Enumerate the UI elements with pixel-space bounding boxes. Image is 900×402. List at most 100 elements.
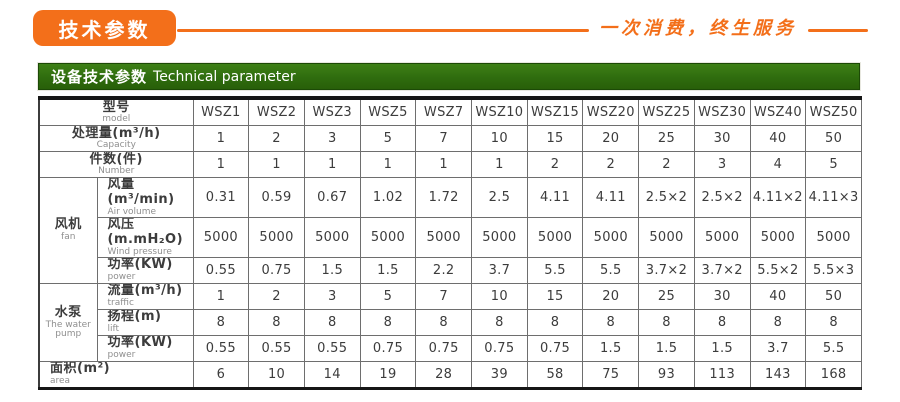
table-cell: 1.5 — [693, 334, 751, 362]
row-label-model-en: model — [102, 114, 131, 125]
group-label-fan: 风机 fan — [38, 177, 98, 284]
table-cell: 50 — [805, 282, 862, 310]
table-cell: 5000 — [303, 216, 361, 258]
table-row-wind-pressure: 风压(m.mH₂O) Wind pressure 5000 5000 5000 … — [39, 216, 862, 258]
table-cell: 0.75 — [359, 334, 417, 362]
table-cell: 0.55 — [192, 334, 250, 362]
table-cell: 19 — [359, 360, 417, 389]
table-cell: 5000 — [471, 216, 528, 258]
row-label-fan-power: 功率(KW) power — [96, 256, 194, 284]
table-cell: 40 — [749, 125, 807, 152]
row-label-lift-zh: 扬程(m) — [107, 309, 162, 325]
row-label-capacity-en: Capacity — [96, 140, 136, 151]
table-cell: 2.5 — [471, 177, 528, 218]
table-cell: 75 — [582, 360, 640, 389]
table-cell: 0.31 — [192, 177, 250, 218]
table-cell: 0.75 — [471, 334, 528, 362]
table-cell: 5000 — [248, 216, 305, 258]
table-cell: 93 — [638, 360, 695, 389]
row-label-number: 件数(件) Number — [38, 151, 194, 178]
table-header-row: 型号 model WSZ1 WSZ2 WSZ3 WSZ5 WSZ7 WSZ10 … — [38, 97, 862, 126]
table-cell: 3 — [693, 151, 751, 178]
group-label-water-pump-en: The water pump — [45, 319, 91, 339]
table-cell: 8 — [248, 308, 305, 336]
model-col-header: WSZ2 — [248, 97, 305, 126]
table-cell: 5.5×3 — [805, 256, 862, 284]
table-cell: 4.11×2 — [749, 177, 807, 218]
table-cell: 1.5 — [359, 256, 417, 284]
table-cell: 15 — [526, 282, 584, 310]
table-cell: 4.11 — [582, 177, 640, 218]
table-cell: 1 — [248, 151, 305, 178]
table-cell: 50 — [805, 125, 862, 152]
table-cell: 3.7 — [471, 256, 528, 284]
table-cell: 58 — [526, 360, 584, 389]
table-cell: 15 — [526, 125, 584, 152]
row-label-pump-power-zh: 功率(KW) — [107, 335, 173, 351]
model-col-header: WSZ3 — [303, 97, 361, 126]
table-cell: 5000 — [693, 216, 751, 258]
group-label-fan-en: fan — [61, 232, 76, 243]
table-cell: 4.11 — [526, 177, 584, 218]
table-cell: 5 — [359, 125, 417, 152]
table-cell: 1.5 — [582, 334, 640, 362]
table-row-flow: 水泵 The water pump 流量(m³/h) traffic 1 2 3… — [38, 282, 862, 362]
model-col-header: WSZ5 — [359, 97, 417, 126]
table-row-fan-power: 功率(KW) power 0.55 0.75 1.5 1.5 2.2 3.7 5… — [39, 256, 862, 284]
table-cell: 168 — [805, 360, 862, 389]
table-cell: 30 — [693, 125, 751, 152]
table-cell: 8 — [749, 308, 807, 336]
table-cell: 0.75 — [415, 334, 473, 362]
section-title-en: Technical parameter — [153, 68, 296, 85]
section-title-zh: 设备技术参数 — [51, 68, 148, 86]
row-label-lift: 扬程(m) lift — [96, 308, 194, 336]
table-cell: 1 — [471, 151, 528, 178]
model-col-header: WSZ15 — [526, 97, 584, 126]
table-cell: 5.5×2 — [749, 256, 807, 284]
row-label-flow-en: traffic — [107, 298, 134, 309]
table-cell: 1.72 — [415, 177, 473, 218]
table-cell: 2.5×2 — [638, 177, 695, 218]
table-cell: 5000 — [192, 216, 250, 258]
group-label-fan-zh: 风机 — [54, 217, 82, 233]
table-cell: 4 — [749, 151, 807, 178]
table-cell: 1 — [359, 151, 417, 178]
table-cell: 0.55 — [303, 334, 361, 362]
table-cell: 5 — [359, 282, 417, 310]
table-cell: 14 — [303, 360, 361, 389]
table-cell: 30 — [693, 282, 751, 310]
row-label-pump-power-en: power — [107, 350, 136, 361]
table-cell: 40 — [749, 282, 807, 310]
tech-params-table: 型号 model WSZ1 WSZ2 WSZ3 WSZ5 WSZ7 WSZ10 … — [38, 96, 862, 390]
table-cell: 5000 — [526, 216, 584, 258]
model-col-header: WSZ25 — [638, 97, 695, 126]
table-cell: 8 — [582, 308, 640, 336]
table-cell: 1.02 — [359, 177, 417, 218]
table-cell: 8 — [526, 308, 584, 336]
model-col-header: WSZ7 — [415, 97, 473, 126]
table-cell: 28 — [415, 360, 473, 389]
table-cell: 2 — [526, 151, 584, 178]
row-label-capacity-zh: 处理量(m³/h) — [71, 125, 161, 141]
row-label-pump-power: 功率(KW) power — [96, 334, 194, 362]
row-label-flow: 流量(m³/h) traffic — [96, 282, 194, 310]
table-cell: 0.75 — [248, 256, 305, 284]
table-cell: 8 — [471, 308, 528, 336]
group-label-water-pump: 水泵 The water pump — [38, 282, 98, 362]
table-row-pump-power: 功率(KW) power 0.55 0.55 0.55 0.75 0.75 0.… — [39, 334, 862, 362]
tech-params-badge: 技术参数 — [33, 10, 176, 46]
model-col-header: WSZ1 — [192, 97, 250, 126]
table-cell: 2 — [582, 151, 640, 178]
table-cell: 5000 — [749, 216, 807, 258]
table-cell: 1.5 — [303, 256, 361, 284]
row-label-number-en: Number — [98, 166, 135, 177]
table-cell: 3 — [303, 125, 361, 152]
table-cell: 5000 — [359, 216, 417, 258]
table-cell: 5.5 — [582, 256, 640, 284]
table-cell: 1 — [303, 151, 361, 178]
table-cell: 0.55 — [248, 334, 305, 362]
row-label-number-zh: 件数(件) — [89, 151, 143, 167]
row-label-area-en: area — [50, 376, 71, 387]
row-label-wind-pressure-zh: 风压(m.mH₂O) — [107, 217, 184, 247]
table-cell: 0.75 — [526, 334, 584, 362]
